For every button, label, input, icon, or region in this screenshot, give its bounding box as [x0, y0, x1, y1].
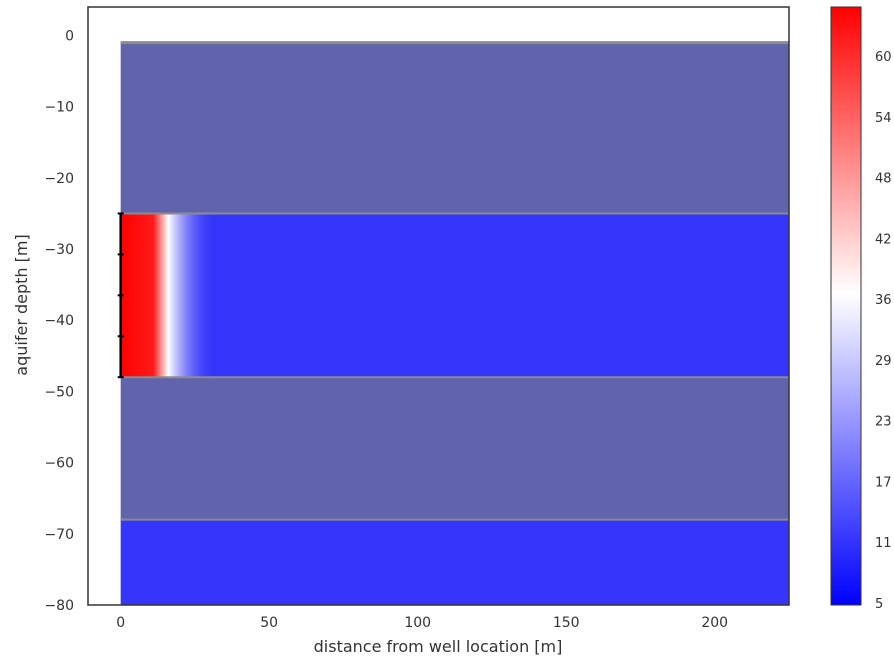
y-tick-label: −20 — [44, 171, 74, 187]
colorbar-tick-label: 54 — [875, 111, 892, 126]
x-tick-label: 100 — [404, 615, 431, 631]
y-axis: 0 −10 −20 −30 −40 −50 −60 −70 −80 — [44, 28, 74, 614]
x-tick-label: 50 — [260, 615, 278, 631]
y-axis-label: aquifer depth [m] — [12, 234, 31, 375]
x-axis: 0 50 100 150 200 — [116, 615, 728, 631]
colorbar-ticks: 60 54 48 42 36 29 23 17 11 5 — [875, 50, 892, 612]
temperature-plume — [120, 213, 216, 378]
y-tick-label: −50 — [44, 384, 74, 400]
y-tick-label: −30 — [44, 242, 74, 258]
colorbar: 60 54 48 42 36 29 23 17 11 5 — [830, 6, 892, 612]
colorbar-tick-label: 29 — [875, 354, 892, 369]
colorbar-tick-label: 23 — [875, 415, 892, 430]
layer-aquifer-3 — [120, 519, 790, 605]
plot-area — [117, 41, 790, 605]
colorbar-gradient — [830, 6, 862, 606]
plot-frame — [87, 6, 790, 606]
y-tick-label: −10 — [44, 100, 74, 116]
colorbar-tick-label: 36 — [875, 293, 892, 308]
y-tick-label: −40 — [44, 313, 74, 329]
colorbar-tick-label: 48 — [875, 172, 892, 187]
colorbar-tick-label: 5 — [875, 597, 883, 612]
layer-aquitard-2 — [120, 377, 790, 520]
colorbar-tick-label: 60 — [875, 50, 892, 65]
y-tick-label: 0 — [65, 28, 74, 44]
layer-aquitard-0 — [120, 42, 790, 214]
x-tick-label: 0 — [116, 615, 125, 631]
x-axis-label: distance from well location [m] — [314, 637, 563, 656]
colorbar-tick-label: 11 — [875, 536, 892, 551]
colorbar-tick-label: 17 — [875, 475, 892, 490]
x-tick-label: 200 — [701, 615, 728, 631]
y-tick-label: −60 — [44, 456, 74, 472]
colorbar-tick-label: 42 — [875, 232, 892, 247]
layer-aquifer-1 — [120, 213, 790, 378]
y-tick-label: −80 — [44, 598, 74, 614]
x-tick-label: 150 — [553, 615, 580, 631]
y-tick-label: −70 — [44, 527, 74, 543]
